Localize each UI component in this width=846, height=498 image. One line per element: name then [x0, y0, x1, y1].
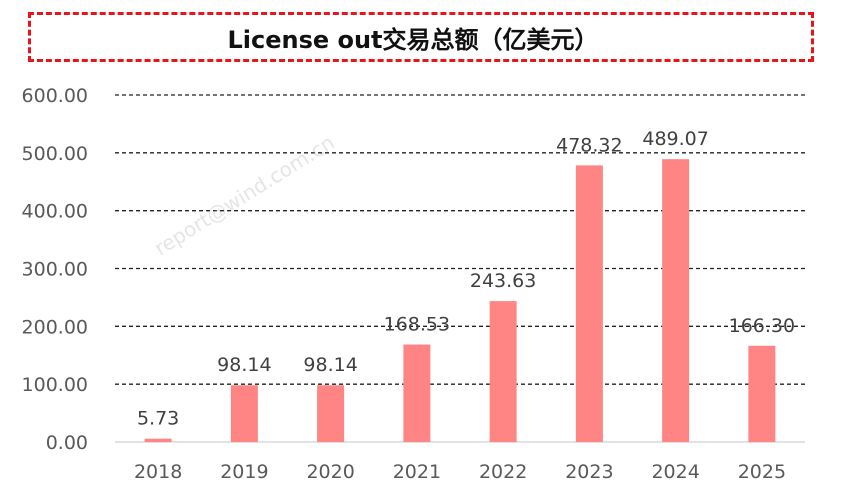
bar-2024	[662, 159, 690, 442]
bar-2021	[403, 344, 431, 442]
x-tick-label-2020: 2020	[306, 461, 354, 483]
data-label-2018: 5.73	[137, 408, 179, 430]
data-label-2022: 243.63	[470, 270, 536, 292]
y-tick-label: 100.00	[22, 374, 88, 396]
x-tick-label-2019: 2019	[220, 461, 268, 483]
bar-2018	[144, 438, 172, 442]
data-label-2020: 98.14	[303, 354, 357, 376]
data-label-2021: 168.53	[384, 314, 450, 336]
x-tick-label-2023: 2023	[565, 461, 613, 483]
bar-2025	[748, 345, 776, 442]
bar-2020	[317, 385, 345, 442]
y-tick-label: 200.00	[22, 316, 88, 338]
y-tick-label: 500.00	[22, 143, 88, 165]
x-tick-label-2025: 2025	[738, 461, 786, 483]
bar-2023	[575, 165, 603, 443]
bar-2019	[230, 385, 258, 442]
data-label-2024: 489.07	[642, 128, 708, 150]
bar-2022	[489, 301, 517, 442]
x-tick-label-2024: 2024	[651, 461, 699, 483]
y-tick-label: 0.00	[46, 432, 88, 454]
y-tick-label: 600.00	[22, 85, 88, 107]
x-tick-label-2022: 2022	[479, 461, 527, 483]
data-label-2019: 98.14	[217, 354, 271, 376]
chart-title-box: License out交易总额（亿美元）	[28, 12, 814, 62]
data-label-2025: 166.30	[729, 315, 795, 337]
y-tick-label: 300.00	[22, 259, 88, 281]
chart-title: License out交易总额（亿美元）	[227, 25, 599, 54]
x-tick-label-2021: 2021	[393, 461, 441, 483]
data-label-2023: 478.32	[556, 134, 622, 156]
x-tick-label-2018: 2018	[134, 461, 182, 483]
y-tick-label: 400.00	[22, 201, 88, 223]
